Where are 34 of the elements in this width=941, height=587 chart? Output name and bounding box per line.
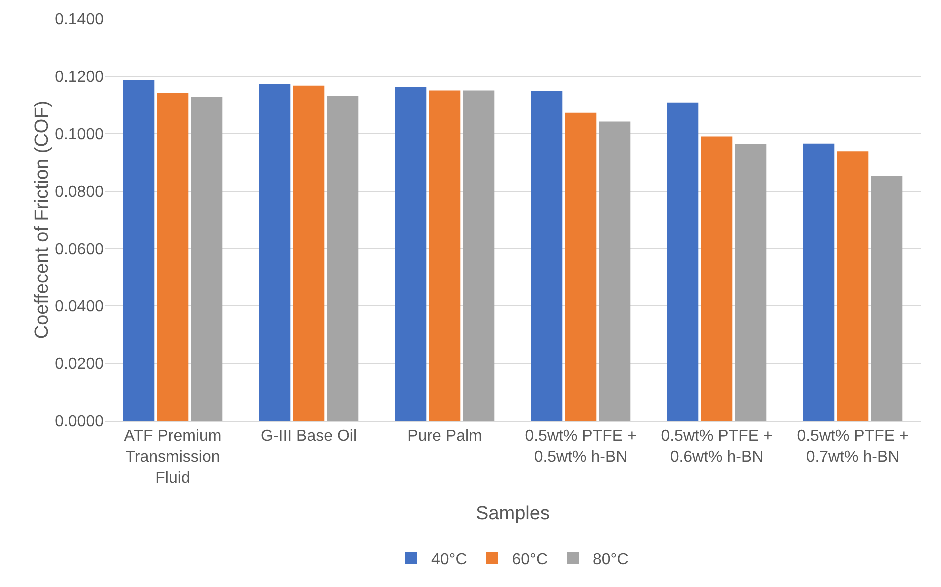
bar	[429, 90, 461, 421]
bar	[259, 84, 291, 421]
x-axis-title: Samples	[476, 504, 550, 525]
x-tick-label: G-III Base Oil	[260, 428, 358, 446]
bar	[701, 136, 733, 421]
y-tick-label: 0.1200	[55, 69, 104, 86]
bar	[395, 87, 427, 421]
bar	[293, 86, 325, 421]
bar	[735, 144, 767, 421]
bar	[803, 144, 835, 421]
bar	[599, 122, 631, 421]
y-tick-label: 0.1400	[55, 12, 104, 29]
bar	[123, 80, 155, 421]
y-tick-label: 0.0200	[55, 356, 104, 374]
bar	[327, 96, 359, 421]
y-tick-label: 0.0400	[55, 298, 104, 316]
bar	[531, 91, 563, 421]
x-tick-label: 0.5wt% PTFE + 0.6wt% h-BN	[661, 428, 773, 466]
bar	[157, 93, 189, 421]
x-tick-label: Pure Palm	[408, 428, 482, 446]
y-axis-title: Coeffecent of Friction (COF)	[32, 100, 54, 340]
y-tick-label: 0.0800	[55, 184, 104, 201]
bar	[837, 152, 869, 421]
bar	[565, 112, 597, 421]
x-tick-label: ATF Premium Transmission Fluid	[124, 428, 222, 487]
x-tick-label: 0.5wt% PTFE + 0.7wt% h-BN	[797, 428, 909, 466]
y-tick-label: 0.0000	[55, 414, 104, 431]
bar	[463, 90, 495, 421]
bar	[871, 176, 903, 421]
y-tick-label: 0.0600	[55, 241, 104, 258]
bar	[667, 102, 699, 421]
x-tick-label: 0.5wt% PTFE + 0.5wt% h-BN	[525, 428, 637, 466]
y-tick-label: 0.1000	[55, 126, 104, 144]
bar	[191, 97, 223, 421]
